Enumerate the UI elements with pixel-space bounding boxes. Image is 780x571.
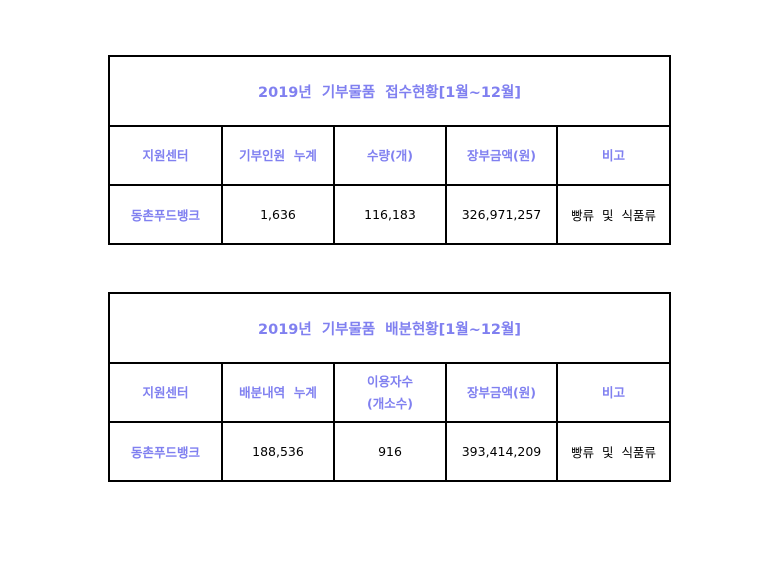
column-header: 지원센터 — [108, 362, 223, 423]
table-title: 2019년 기부물품 배분현황[1월~12월] — [107, 292, 672, 364]
table-title: 2019년 기부물품 접수현황[1월~12월] — [107, 55, 672, 127]
column-header: 비고 — [555, 125, 672, 186]
table-cell: 326,971,257 — [445, 184, 558, 245]
table-cell: 188,536 — [221, 421, 335, 482]
table-cell: 916 — [333, 421, 447, 482]
column-header: 기부인원 누계 — [221, 125, 335, 186]
donation-distribution-table: 2019년 기부물품 배분현황[1월~12월] 지원센터 배분내역 누계 이용자… — [107, 292, 672, 482]
column-header: 비고 — [555, 362, 672, 423]
column-header: 배분내역 누계 — [221, 362, 335, 423]
column-header: 장부금액(원) — [445, 125, 558, 186]
column-header: 장부금액(원) — [445, 362, 558, 423]
table-cell: 393,414,209 — [445, 421, 558, 482]
table-cell: 빵류 및 식품류 — [555, 184, 672, 245]
table-cell: 116,183 — [333, 184, 447, 245]
column-header: 이용자수 (개소수) — [333, 362, 447, 423]
donation-receipt-table: 2019년 기부물품 접수현황[1월~12월] 지원센터 기부인원 누계 수량(… — [107, 55, 672, 245]
table-row: 동촌푸드뱅크 188,536 916 393,414,209 빵류 및 식품류 — [108, 421, 672, 482]
table-cell: 1,636 — [221, 184, 335, 245]
column-header: 수량(개) — [333, 125, 447, 186]
column-header: 지원센터 — [108, 125, 223, 186]
table-cell: 빵류 및 식품류 — [555, 421, 672, 482]
table-row: 동촌푸드뱅크 1,636 116,183 326,971,257 빵류 및 식품… — [108, 184, 672, 245]
center-name-cell: 동촌푸드뱅크 — [108, 184, 223, 245]
center-name-cell: 동촌푸드뱅크 — [108, 421, 223, 482]
